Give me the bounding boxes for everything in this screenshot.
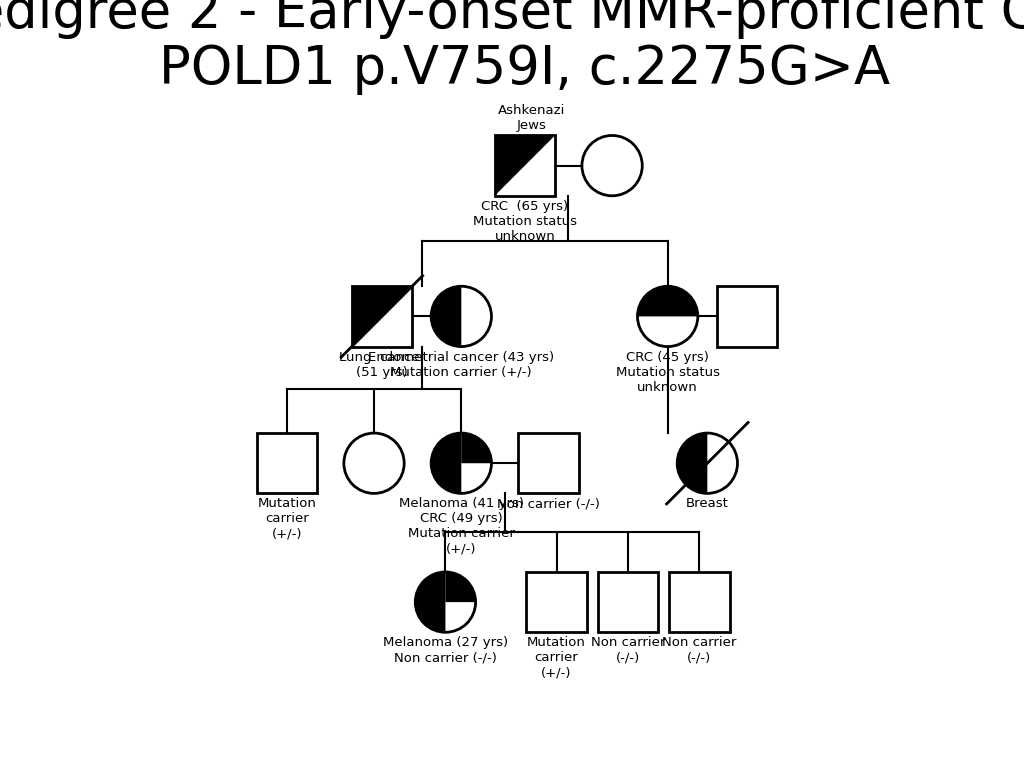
Text: Melanoma (41 yrs)
CRC (49 yrs)
Mutation carrier
(+/-): Melanoma (41 yrs) CRC (49 yrs) Mutation … <box>398 498 524 555</box>
Polygon shape <box>461 433 492 463</box>
Ellipse shape <box>638 286 697 346</box>
Ellipse shape <box>431 433 492 493</box>
Text: Breast: Breast <box>686 498 729 511</box>
Ellipse shape <box>582 135 642 196</box>
Text: Mutation
carrier
(+/-): Mutation carrier (+/-) <box>527 636 586 679</box>
Polygon shape <box>431 433 461 493</box>
Bar <box>352 286 412 346</box>
Ellipse shape <box>677 433 737 493</box>
Text: CRC  (65 yrs)
Mutation status
unknown: CRC (65 yrs) Mutation status unknown <box>473 200 577 243</box>
Bar <box>257 433 316 493</box>
Text: Non carrier (-/-): Non carrier (-/-) <box>498 498 600 511</box>
Bar <box>598 572 658 632</box>
Bar <box>495 135 555 196</box>
Polygon shape <box>431 286 461 346</box>
Ellipse shape <box>416 572 475 632</box>
Text: Non carrier
(-/-): Non carrier (-/-) <box>663 636 736 664</box>
Bar <box>352 286 412 346</box>
Text: Endometrial cancer (43 yrs)
Mutation carrier (+/-): Endometrial cancer (43 yrs) Mutation car… <box>369 350 554 379</box>
Bar <box>670 572 729 632</box>
Text: POLD1 p.V759I, c.2275G>A: POLD1 p.V759I, c.2275G>A <box>160 42 890 94</box>
Text: Non carrier
(-/-): Non carrier (-/-) <box>591 636 666 664</box>
Polygon shape <box>445 572 475 602</box>
Polygon shape <box>638 286 697 316</box>
Text: Mutation
carrier
(+/-): Mutation carrier (+/-) <box>257 498 316 541</box>
Text: Lung  cancer
(51 yrs): Lung cancer (51 yrs) <box>339 350 425 379</box>
Text: Ashkenazi
Jews: Ashkenazi Jews <box>498 104 565 132</box>
Polygon shape <box>495 135 555 196</box>
Bar <box>717 286 777 346</box>
Polygon shape <box>677 433 708 493</box>
Bar <box>670 572 729 632</box>
Bar <box>257 433 316 493</box>
Bar <box>526 572 587 632</box>
Bar <box>598 572 658 632</box>
Text: Melanoma (27 yrs)
Non carrier (-/-): Melanoma (27 yrs) Non carrier (-/-) <box>383 636 508 664</box>
Bar <box>518 433 579 493</box>
Polygon shape <box>352 286 412 346</box>
Text: Pedigree 2 - Early-onset MMR-proficient CRC: Pedigree 2 - Early-onset MMR-proficient … <box>0 0 1024 39</box>
Ellipse shape <box>431 286 492 346</box>
Bar <box>526 572 587 632</box>
Text: CRC (45 yrs)
Mutation status
unknown: CRC (45 yrs) Mutation status unknown <box>615 350 720 393</box>
Ellipse shape <box>344 433 404 493</box>
Bar <box>518 433 579 493</box>
Polygon shape <box>416 572 445 632</box>
Bar <box>495 135 555 196</box>
Bar <box>717 286 777 346</box>
